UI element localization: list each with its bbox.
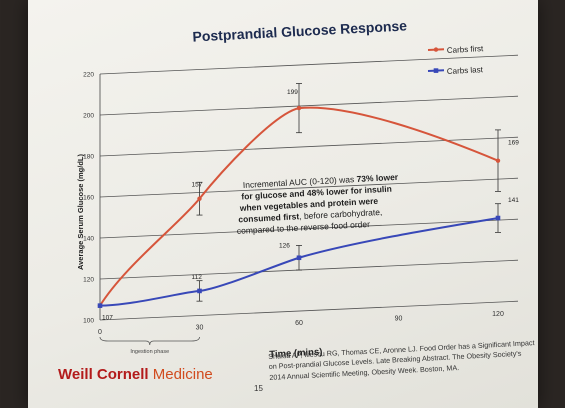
data-label: 199: [287, 89, 298, 96]
y-tick-label: 140: [83, 236, 94, 243]
y-tick-label: 200: [83, 113, 94, 120]
y-tick-label: 180: [83, 154, 94, 161]
data-label: 112: [192, 274, 203, 281]
x-tick-label: 0: [98, 329, 102, 336]
legend-marker: [433, 68, 439, 73]
logo-word-medicine: Medicine: [152, 366, 213, 383]
data-point-carbs-first: [296, 105, 302, 111]
gridline: [99, 54, 519, 75]
x-tick-label: 90: [395, 316, 403, 323]
institution-logo: Weill Cornell Medicine: [58, 366, 213, 383]
legend-label: Carbs first: [447, 44, 485, 55]
gridline: [99, 259, 519, 280]
y-axis-label: Average Serum Glucose (mg/dL): [76, 154, 85, 271]
data-label: 157: [192, 182, 203, 189]
slide-number: 15: [254, 384, 263, 393]
data-point-carbs-last: [97, 303, 103, 308]
x-tick-label: 60: [295, 320, 303, 327]
slide: Postprandial Glucose Response 100 120 140 16…: [28, 0, 538, 408]
gridline: [99, 218, 519, 239]
y-tick-label: 220: [83, 72, 94, 79]
logo-word-weill-cornell: Weill Cornell: [58, 366, 149, 383]
data-label: 126: [279, 243, 290, 250]
legend-label: Carbs last: [447, 65, 484, 76]
gridline: [99, 95, 519, 116]
y-tick-label: 100: [83, 318, 94, 325]
data-point-carbs-last: [296, 255, 302, 261]
data-point-carbs-first: [495, 158, 501, 163]
y-tick-label: 120: [83, 277, 94, 284]
glucose-chart: Postprandial Glucose Response 100 120 140 16…: [76, 17, 519, 361]
x-axis-label: Time (mins): [269, 347, 323, 361]
data-label: 169: [508, 140, 519, 147]
legend-marker: [433, 47, 439, 52]
annotation-line: consumed first, before carbohydrate,: [238, 207, 382, 225]
data-point-carbs-last: [495, 215, 501, 221]
x-tick-label: 30: [196, 325, 204, 332]
ingestion-label: Ingestion phase: [130, 349, 169, 355]
data-point-carbs-last: [197, 288, 202, 294]
gridline: [99, 177, 519, 198]
gridline: [99, 136, 519, 157]
data-point-carbs-first: [197, 196, 202, 201]
series-line-carbs-first: [99, 106, 499, 307]
ingestion-brace: [99, 336, 200, 346]
series-line-carbs-last: [99, 217, 499, 307]
data-label: 107: [102, 315, 113, 322]
gridline: [99, 300, 519, 321]
chart-title: Postprandial Glucose Response: [192, 17, 407, 44]
y-tick-label: 160: [83, 195, 94, 202]
x-tick-label: 120: [492, 311, 504, 318]
data-label: 141: [508, 197, 519, 204]
